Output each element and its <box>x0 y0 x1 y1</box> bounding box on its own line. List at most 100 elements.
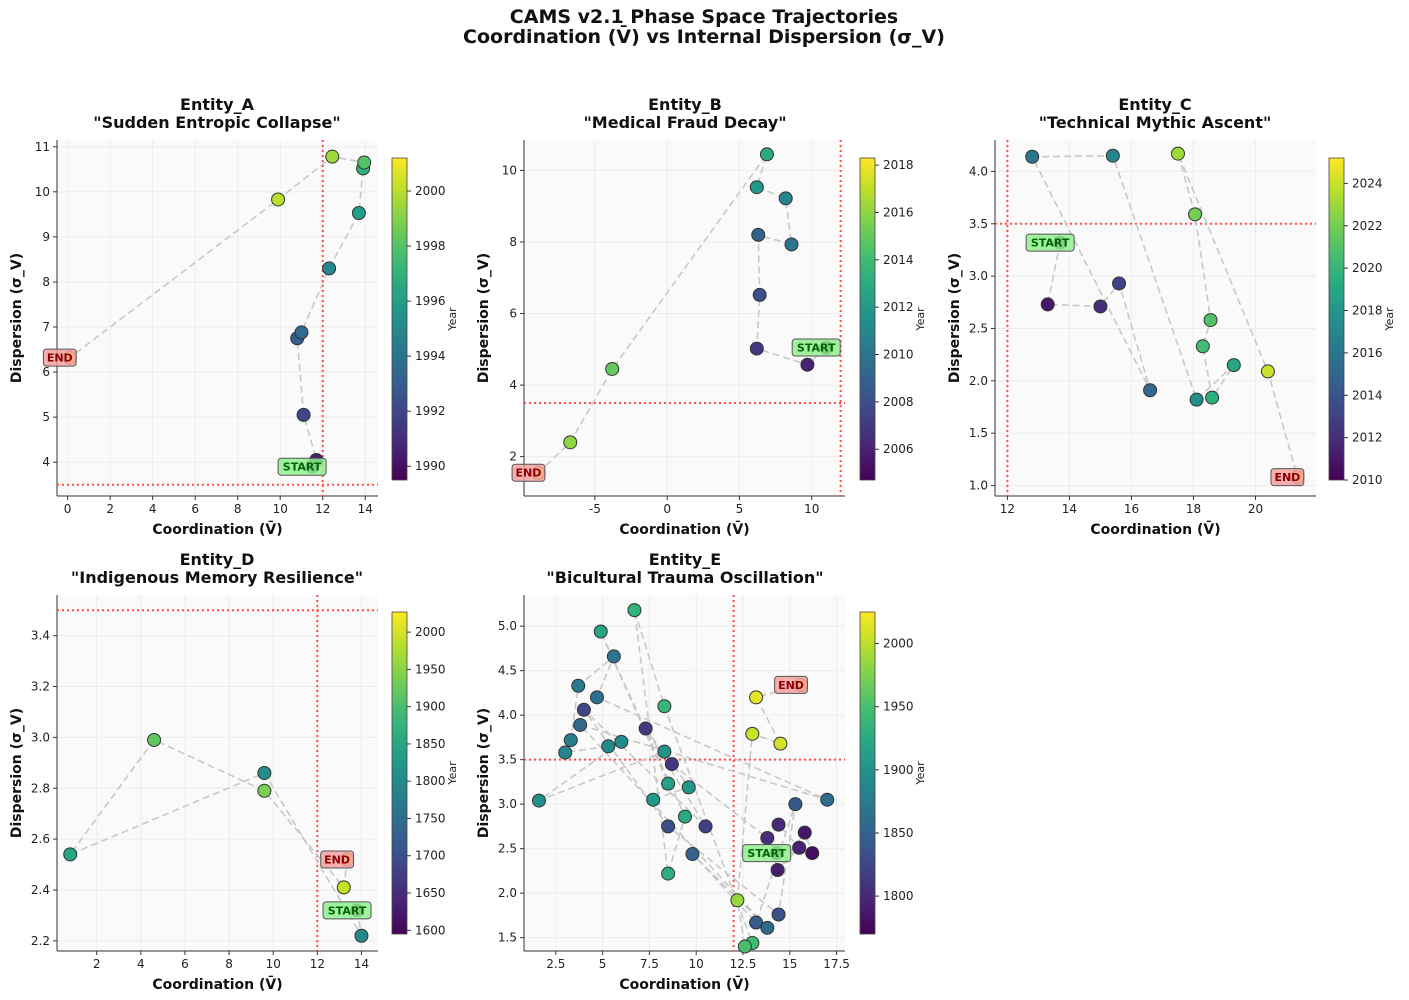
x-tick-label: 15 <box>782 957 797 971</box>
end-tag-label: END <box>516 467 542 480</box>
colorbar <box>391 157 408 481</box>
data-point <box>771 817 786 832</box>
data-point <box>1205 390 1220 405</box>
data-point <box>800 357 815 372</box>
x-tick-label: 12 <box>1000 502 1015 516</box>
data-point <box>147 732 162 747</box>
colorbar-tick-label: 1998 <box>415 239 446 253</box>
x-tick-label: 7.5 <box>640 957 659 971</box>
colorbar-tick-label: 1650 <box>415 886 446 900</box>
panel-subtitle: "Bicultural Trauma Oscillation" <box>546 568 823 587</box>
colorbar-tick-label: 1850 <box>883 826 914 840</box>
panel-title: Entity_C <box>1118 95 1191 114</box>
colorbar-tick-label: 2000 <box>415 184 446 198</box>
colorbar-tick-label: 2008 <box>883 395 914 409</box>
colorbar <box>391 611 408 935</box>
start-tag-box <box>277 457 327 476</box>
data-point <box>294 325 309 340</box>
y-tick-label: 8 <box>42 275 50 289</box>
data-point <box>677 809 692 824</box>
data-point <box>354 928 369 943</box>
y-tick-label: 2.2 <box>31 934 50 948</box>
y-tick-label: 2.0 <box>498 886 517 900</box>
data-point <box>606 649 621 664</box>
y-tick-label: 1.0 <box>969 479 988 493</box>
x-tick-label: 12 <box>310 957 325 971</box>
colorbar-tick-label: 2018 <box>883 158 914 172</box>
y-tick-label: 3.0 <box>969 269 988 283</box>
colorbar-tick-label: 1990 <box>415 459 446 473</box>
colorbar-tick-label: 2012 <box>883 300 914 314</box>
data-point <box>325 149 340 164</box>
colorbar-tick-label: 2010 <box>883 348 914 362</box>
data-point <box>752 287 767 302</box>
x-tick-label: 20 <box>1248 502 1263 516</box>
data-point <box>788 797 803 812</box>
panel-subtitle: "Medical Fraud Decay" <box>583 113 786 132</box>
x-tick-label: 18 <box>1186 502 1201 516</box>
figure-title-line1: CAMS v2.1 Phase Space Trajectories <box>510 6 898 28</box>
x-tick-label: 10 <box>804 502 819 516</box>
panel-title: Entity_E <box>649 550 721 569</box>
data-point <box>593 624 608 639</box>
colorbar-tick-label: 1996 <box>415 294 446 308</box>
data-point <box>605 361 620 376</box>
data-point <box>576 702 591 717</box>
x-tick-label: 0 <box>64 502 72 516</box>
start-tag-label: START <box>797 342 836 355</box>
data-point <box>792 840 807 855</box>
colorbar <box>1328 157 1345 481</box>
data-point <box>589 690 604 705</box>
figure-title-line2: Coordination (V̄) vs Internal Dispersion… <box>463 25 945 48</box>
panel-entity-a: 0 2 4 6 8 10 12 14 4 5 6 7 8 9 10 11 Coordination (V̄) Di… <box>9 95 459 538</box>
colorbar-tick-label: 1600 <box>415 923 446 937</box>
x-tick-label: 12.5 <box>730 957 757 971</box>
data-point <box>638 721 653 736</box>
end-tag-label: END <box>1274 471 1300 484</box>
y-tick-label: 4 <box>509 378 517 392</box>
colorbar-tick-label: 2000 <box>415 625 446 639</box>
trajectory-line <box>69 155 366 468</box>
data-point <box>646 792 661 807</box>
y-tick-label: 3.2 <box>31 680 50 694</box>
end-tag-label: END <box>47 352 73 365</box>
x-tick-label: 14 <box>358 502 373 516</box>
y-axis-label: Dispersion (σ_V) <box>476 708 492 838</box>
trajectory-line <box>1030 153 1299 478</box>
y-tick-label: 2.5 <box>498 842 517 856</box>
colorbar-tick-label: 2010 <box>1352 473 1383 487</box>
x-tick-label: 2 <box>93 957 101 971</box>
y-tick-label: 2.4 <box>31 883 50 897</box>
x-tick-label: 2 <box>106 502 114 516</box>
data-point <box>685 846 700 861</box>
y-tick-label: 2.5 <box>969 321 988 335</box>
y-tick-label: 6 <box>509 307 517 321</box>
y-tick-label: 4.0 <box>969 164 988 178</box>
data-point <box>759 147 774 162</box>
colorbar-tick-label: 2016 <box>1352 346 1383 360</box>
data-point <box>558 745 573 760</box>
start-tag-label: START <box>328 904 367 917</box>
panel-title: Entity_B <box>648 95 722 114</box>
panel-subtitle: "Indigenous Memory Resilience" <box>71 568 363 587</box>
y-tick-label: 1.5 <box>498 931 517 945</box>
data-point <box>563 435 578 450</box>
x-tick-label: 4 <box>149 502 157 516</box>
data-point <box>63 847 78 862</box>
data-point <box>657 744 672 759</box>
data-point <box>751 227 766 242</box>
y-tick-label: 2 <box>509 450 517 464</box>
data-point <box>749 690 764 705</box>
y-tick-label: 3.5 <box>969 217 988 231</box>
colorbar-tick-label: 1850 <box>415 737 446 751</box>
y-tick-label: 2.6 <box>31 832 50 846</box>
colorbar-tick-label: 2024 <box>1352 176 1383 190</box>
panel-entity-c: 12 14 16 18 20 1.0 1.5 2.0 2.5 3.0 3.5 4.0 Coordinat… <box>947 95 1396 538</box>
data-point <box>737 939 752 954</box>
data-point <box>336 880 351 895</box>
y-tick-label: 11 <box>35 140 50 154</box>
end-tag-label: END <box>778 679 804 692</box>
y-axis-label: Dispersion (σ_V) <box>9 253 25 383</box>
plot-area <box>57 140 378 496</box>
